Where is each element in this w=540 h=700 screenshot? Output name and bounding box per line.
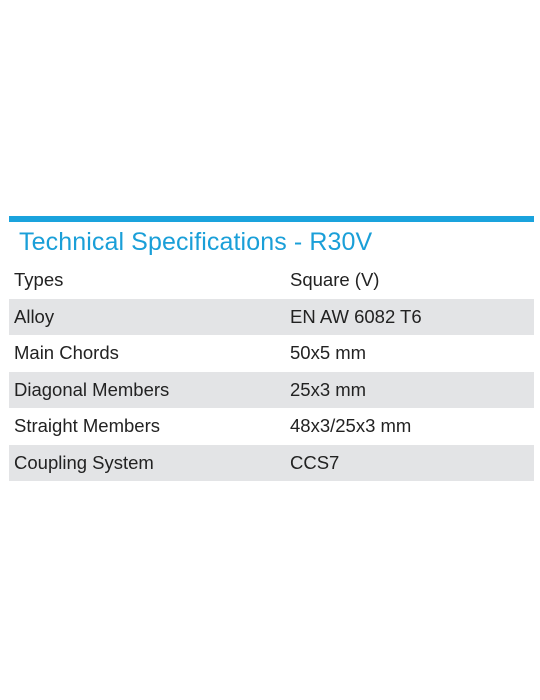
spec-row-types: Types Square (V) xyxy=(9,262,534,299)
spec-label: Straight Members xyxy=(14,415,160,437)
spec-value: EN AW 6082 T6 xyxy=(290,305,422,327)
spec-label: Main Chords xyxy=(14,342,119,364)
spec-table: Types Square (V) Alloy EN AW 6082 T6 Mai… xyxy=(9,262,534,481)
spec-value: Square (V) xyxy=(290,269,380,291)
spec-value: 48x3/25x3 mm xyxy=(290,415,412,437)
spec-row-main-chords: Main Chords 50x5 mm xyxy=(9,335,534,372)
spec-row-diagonal-members: Diagonal Members 25x3 mm xyxy=(9,371,534,408)
spec-value: CCS7 xyxy=(290,451,340,473)
spec-label: Diagonal Members xyxy=(14,378,170,400)
spec-label: Types xyxy=(14,269,64,291)
spec-sheet: Technical Specifications - R30V Types Sq… xyxy=(9,216,534,481)
spec-value: 25x3 mm xyxy=(290,378,367,400)
spec-row-coupling-system: Coupling System CCS7 xyxy=(9,444,534,481)
spec-label: Alloy xyxy=(14,305,55,327)
spec-row-straight-members: Straight Members 48x3/25x3 mm xyxy=(9,408,534,445)
spec-title: Technical Specifications - R30V xyxy=(19,228,373,256)
spec-row-alloy: Alloy EN AW 6082 T6 xyxy=(9,298,534,335)
accent-rule xyxy=(9,216,534,222)
spec-label: Coupling System xyxy=(14,451,154,473)
spec-value: 50x5 mm xyxy=(290,342,367,364)
